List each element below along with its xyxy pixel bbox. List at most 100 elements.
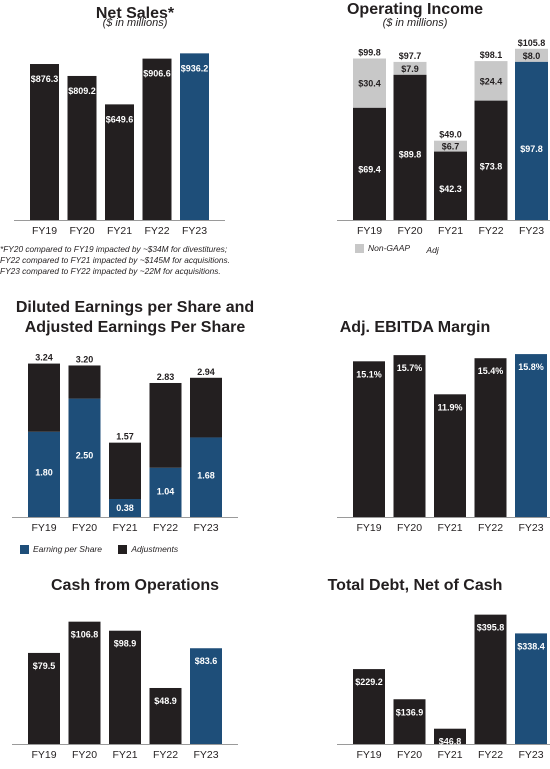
- x-tick-label: FY22: [144, 225, 169, 237]
- bar: [393, 355, 426, 517]
- bar: [474, 358, 507, 517]
- x-tick-label: FY23: [193, 749, 218, 761]
- total-label: $105.8: [518, 38, 546, 48]
- bar-segment-eps: [28, 431, 60, 517]
- footnote-line: *FY20 compared to FY19 impacted by ~$34M…: [0, 244, 228, 254]
- bar: [142, 58, 172, 220]
- data-label: $8.0: [523, 51, 541, 61]
- bar-segment-adj: [434, 140, 467, 152]
- bar-segment-adj: [353, 58, 386, 108]
- operating-income-title: Operating Income: [346, 1, 484, 18]
- data-label: $98.9: [114, 639, 137, 649]
- data-label: 15.1%: [356, 369, 382, 379]
- x-tick-label: FY22: [478, 225, 503, 237]
- ebitda-title: Adj. EBITDA Margin: [339, 319, 491, 336]
- legend-label: Earning per Share: [33, 544, 102, 554]
- bar: [515, 633, 547, 744]
- data-label: 1.68: [197, 471, 215, 481]
- net-sales-footnote: *FY20 compared to FY19 impacted by ~$34M…: [0, 244, 230, 277]
- bar-segment-eps: [149, 467, 182, 517]
- x-tick-label: FY19: [357, 225, 382, 237]
- legend-label: Adj: [426, 244, 439, 255]
- bar: [393, 699, 426, 744]
- bar-segment-adjustments: [149, 382, 182, 468]
- x-tick-label: FY21: [438, 225, 463, 237]
- total-label: 2.83: [157, 372, 175, 382]
- footnote-line: FY22 compared to FY21 impacted by ~$145M…: [0, 255, 230, 265]
- bar-segment-adj: [393, 61, 427, 75]
- total-label: 3.24: [35, 353, 53, 363]
- data-label: $106.8: [71, 630, 99, 640]
- data-label: 2.50: [76, 450, 94, 460]
- bar-segment-non-gaap: [515, 61, 548, 220]
- x-tick-label: FY23: [182, 225, 207, 237]
- legend-label: Adjustments: [131, 544, 179, 554]
- bar: [105, 104, 134, 220]
- bar-segment-eps: [68, 398, 101, 517]
- bar: [434, 728, 466, 744]
- x-tick-label: FY20: [69, 225, 94, 237]
- eps-legend: Earning per Share Adjustments: [20, 544, 192, 556]
- debt-panel: Total Debt, Net of Cash FY19 $229.2 FY20 $1…: [280, 570, 550, 769]
- bar-segment-non-gaap: [393, 74, 427, 220]
- x-tick-label: FY21: [112, 522, 137, 534]
- bar: [68, 621, 101, 744]
- total-label: $98.1: [480, 50, 503, 60]
- x-tick-label: FY23: [518, 522, 543, 534]
- x-tick-label: FY21: [437, 749, 462, 761]
- bar-segment-adjustments: [68, 365, 101, 399]
- data-label: $89.8: [399, 150, 422, 160]
- eps-title-line-2: Adjusted Earnings Per Share: [24, 319, 246, 336]
- legend-label: Non-GAAP: [368, 243, 411, 253]
- data-label: $24.4: [480, 76, 503, 86]
- bar-segment-non-gaap: [474, 100, 508, 220]
- data-label: $7.9: [401, 64, 419, 74]
- data-label: $46.8: [439, 737, 462, 747]
- cash-ops-title: Cash from Operations: [50, 577, 220, 594]
- data-label: $809.2: [68, 86, 96, 96]
- bar: [474, 614, 507, 744]
- bar: [28, 652, 60, 744]
- x-tick-label: FY19: [356, 749, 381, 761]
- bar: [353, 361, 385, 517]
- data-label: 1.80: [35, 468, 53, 478]
- ebitda-panel: Adj. EBITDA Margin FY19 15.1% FY20 15.7% FY2…: [280, 298, 550, 560]
- cash-ops-chart: FY19 $79.5 FY20 $106.8 FY21 $98.9 FY22 $48.9 FY2…: [12, 621, 238, 761]
- bar: [434, 394, 466, 517]
- x-tick-label: FY20: [72, 749, 97, 761]
- bar-segment-adjustments: [109, 442, 141, 500]
- operating-income-legend: Non-GAAP Adj: [355, 243, 453, 255]
- data-label: $649.6: [106, 114, 134, 124]
- operating-income-chart: FY19 $69.4 $30.4 $99.8 FY20 $89.8 $7.9 $97.7 FY2…: [337, 38, 550, 237]
- data-label: $97.8: [520, 144, 543, 154]
- x-tick-label: FY20: [72, 522, 97, 534]
- bar: [353, 669, 385, 744]
- x-tick-label: FY22: [153, 749, 178, 761]
- x-tick-label: FY23: [519, 225, 544, 237]
- x-tick-label: FY23: [193, 522, 218, 534]
- x-tick-label: FY21: [112, 749, 137, 761]
- eps-panel: Diluted Earnings per Share and Adjusted …: [0, 298, 270, 560]
- x-tick-label: FY20: [397, 225, 422, 237]
- bar-segment-adjustments: [28, 363, 60, 432]
- bar: [515, 354, 547, 517]
- total-label: 1.57: [116, 432, 134, 442]
- x-tick-label: FY21: [107, 225, 132, 237]
- total-label: $49.0: [439, 130, 462, 140]
- bar: [190, 648, 222, 744]
- data-label: $936.2: [181, 63, 209, 73]
- bar-segment-adjustments: [190, 377, 222, 438]
- data-label: $906.6: [143, 69, 171, 79]
- data-label: 11.9%: [437, 402, 462, 412]
- legend-swatch: [118, 544, 128, 554]
- footnote-line: FY23 compared to FY22 impacted by ~22M f…: [0, 266, 221, 276]
- bar-segment-adj: [515, 48, 548, 62]
- bar-segment-non-gaap: [353, 107, 386, 220]
- bar-segment-eps: [109, 499, 141, 517]
- x-tick-label: FY21: [437, 522, 462, 534]
- x-tick-label: FY19: [32, 225, 57, 237]
- data-label: $42.3: [439, 184, 462, 194]
- eps-chart: FY19 1.80 3.24 FY20 2.50 3.20 FY21 0.38 1.57 FY22…: [12, 353, 238, 534]
- bar-segment-non-gaap: [434, 151, 467, 220]
- bar-segment-adj: [474, 61, 508, 101]
